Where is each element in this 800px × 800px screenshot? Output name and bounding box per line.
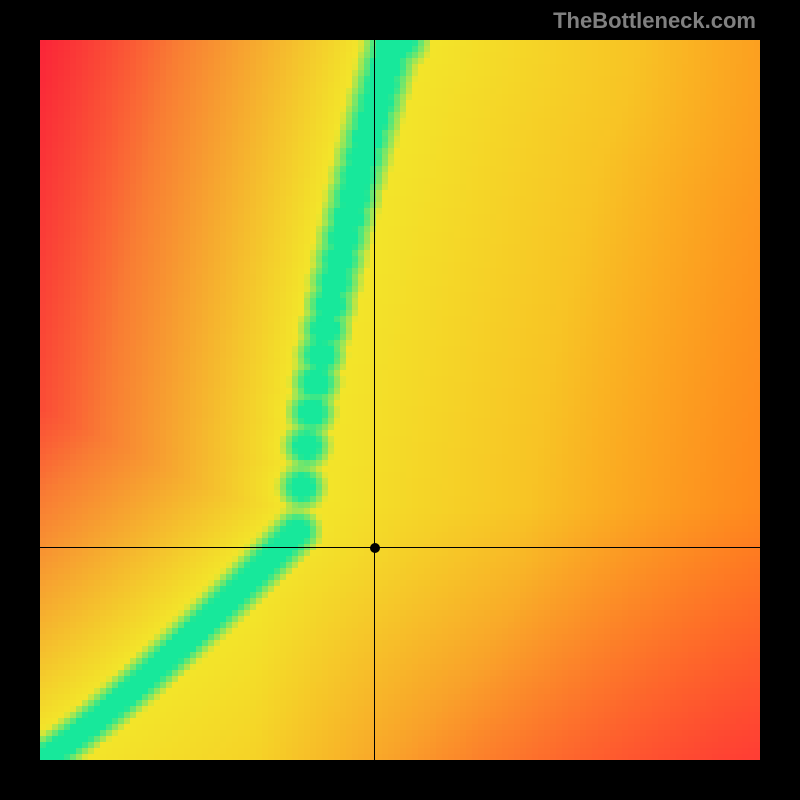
crosshair-vertical <box>374 40 375 760</box>
crosshair-marker <box>370 543 380 553</box>
watermark-text: TheBottleneck.com <box>553 8 756 34</box>
bottleneck-heatmap <box>40 40 760 760</box>
crosshair-horizontal <box>40 547 760 548</box>
chart-container: TheBottleneck.com <box>0 0 800 800</box>
